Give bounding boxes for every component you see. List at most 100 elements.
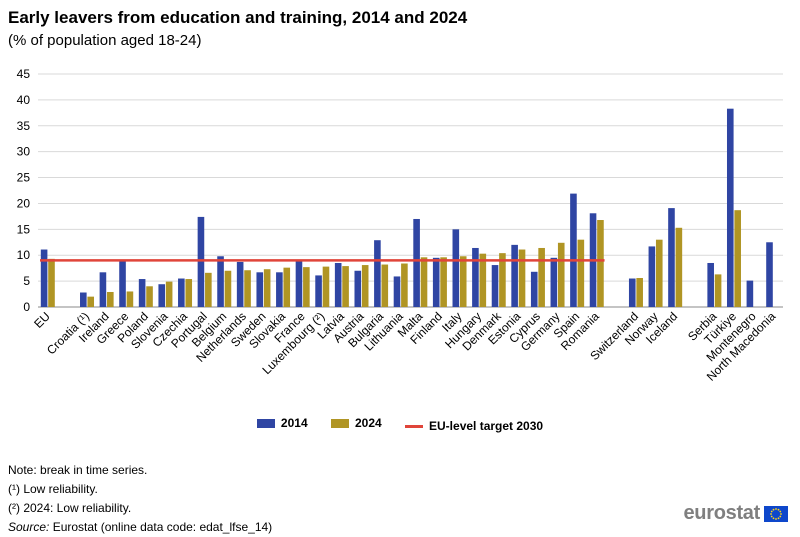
bar-2014 — [413, 218, 420, 307]
bar-2024 — [87, 296, 95, 307]
y-tick-label: 35 — [17, 119, 31, 133]
bar-2024 — [244, 270, 251, 307]
bar-2014 — [432, 257, 440, 307]
chart-title: Early leavers from education and trainin… — [8, 8, 468, 27]
source-text: Eurostat (online data code: edat_lfse_14… — [49, 520, 273, 534]
bar-2024 — [597, 220, 604, 307]
bar-2014 — [648, 246, 656, 307]
y-tick-label: 0 — [23, 300, 30, 314]
bar-2014 — [119, 260, 126, 307]
bar-2014 — [80, 292, 87, 307]
legend-label-2024: 2024 — [354, 416, 382, 430]
source-line: Source: Eurostat (online data code: edat… — [8, 518, 272, 537]
legend-swatch-2014 — [256, 418, 275, 428]
bar-2014 — [178, 278, 185, 307]
bar-2024 — [675, 227, 683, 307]
y-tick-label: 5 — [23, 274, 30, 288]
legend-label-target: EU-level target 2030 — [429, 419, 544, 433]
y-tick-label: 45 — [17, 67, 31, 81]
bar-2014 — [707, 262, 714, 307]
bar-2024 — [107, 291, 114, 307]
bar-2014 — [374, 240, 381, 307]
bar-2024 — [322, 266, 330, 307]
bar-2014 — [217, 256, 224, 307]
bar-2014 — [628, 278, 636, 307]
bar-2024 — [420, 257, 428, 307]
bar-2014 — [530, 271, 538, 307]
bar-2014 — [511, 244, 518, 307]
bar-2024 — [479, 253, 487, 307]
legend-label-2014: 2014 — [280, 416, 308, 430]
bar-2014 — [276, 272, 283, 307]
bar-2024 — [655, 239, 663, 307]
eurostat-logo: eurostat — [683, 502, 788, 525]
bar-2024 — [205, 272, 212, 307]
bar-2024 — [459, 256, 467, 307]
legend-item-target: EU-level target 2030 — [405, 419, 543, 433]
bar-2014 — [668, 208, 675, 307]
bar-2024 — [146, 286, 153, 307]
bar-2024 — [557, 242, 565, 307]
bar-2024 — [714, 274, 722, 307]
bar-2024 — [342, 266, 349, 307]
bar-2024 — [734, 210, 741, 307]
bar-2024 — [381, 264, 389, 307]
bar-2024 — [538, 247, 545, 307]
bar-2024 — [165, 281, 173, 307]
bar-2024 — [361, 265, 369, 307]
y-tick-label: 25 — [17, 171, 31, 185]
legend-item-2014: 2014 — [256, 416, 308, 430]
bar-2014 — [158, 284, 166, 307]
bar-2024 — [303, 267, 310, 307]
bar-2024 — [401, 263, 408, 307]
eu-flag-icon — [764, 505, 788, 522]
bar-2024 — [499, 253, 506, 307]
legend-swatch-target — [405, 424, 424, 428]
bar-2024 — [283, 267, 291, 307]
bar-2014 — [99, 272, 107, 307]
bar-2014 — [315, 275, 322, 307]
bar-2024 — [48, 258, 55, 307]
bar-2024 — [263, 269, 271, 307]
y-tick-label: 20 — [17, 196, 31, 210]
note-break: Note: break in time series. — [8, 463, 148, 477]
logo-text: eurostat — [683, 502, 760, 524]
bar-2014 — [550, 257, 558, 307]
bar-2014 — [491, 265, 499, 307]
bar-2014 — [295, 260, 303, 307]
bar-2014 — [236, 261, 244, 307]
y-tick-label: 10 — [17, 248, 31, 262]
bar-2024 — [440, 257, 447, 307]
bar-2014 — [256, 272, 264, 307]
bar-2024 — [518, 249, 526, 307]
source-label: Source: — [8, 520, 50, 534]
bar-2014 — [570, 193, 577, 307]
bar-2024 — [224, 270, 232, 307]
note-footnote-1: (¹) Low reliability. — [8, 482, 98, 496]
chart-subtitle: (% of population aged 18-24) — [8, 32, 202, 49]
bar-2014 — [354, 270, 362, 307]
bar-2024 — [636, 278, 643, 307]
bar-2014 — [393, 276, 401, 307]
y-tick-label: 30 — [17, 145, 31, 159]
legend-item-2024: 2024 — [330, 416, 382, 430]
bar-2024 — [185, 279, 193, 307]
chart-notes: Note: break in time series. (¹) Low reli… — [8, 461, 272, 537]
legend-swatch-2024 — [330, 418, 349, 428]
bar-2014 — [138, 279, 146, 307]
y-tick-label: 15 — [17, 222, 31, 236]
bar-2014 — [452, 229, 460, 307]
bar-2024 — [126, 291, 134, 307]
bar-2024 — [577, 239, 585, 307]
bar-2014 — [766, 242, 773, 307]
bar-2014 — [726, 108, 734, 308]
bar-2014 — [334, 262, 342, 307]
chart-legend: 2014 2024 EU-level target 2030 — [0, 416, 800, 433]
bar-2014 — [746, 280, 754, 307]
x-tick-label: EU — [31, 309, 53, 331]
bar-2014 — [472, 247, 479, 307]
bar-2014 — [40, 249, 48, 307]
note-footnote-2: (²) 2024: Low reliability. — [8, 501, 132, 515]
bar-2014 — [197, 216, 205, 307]
